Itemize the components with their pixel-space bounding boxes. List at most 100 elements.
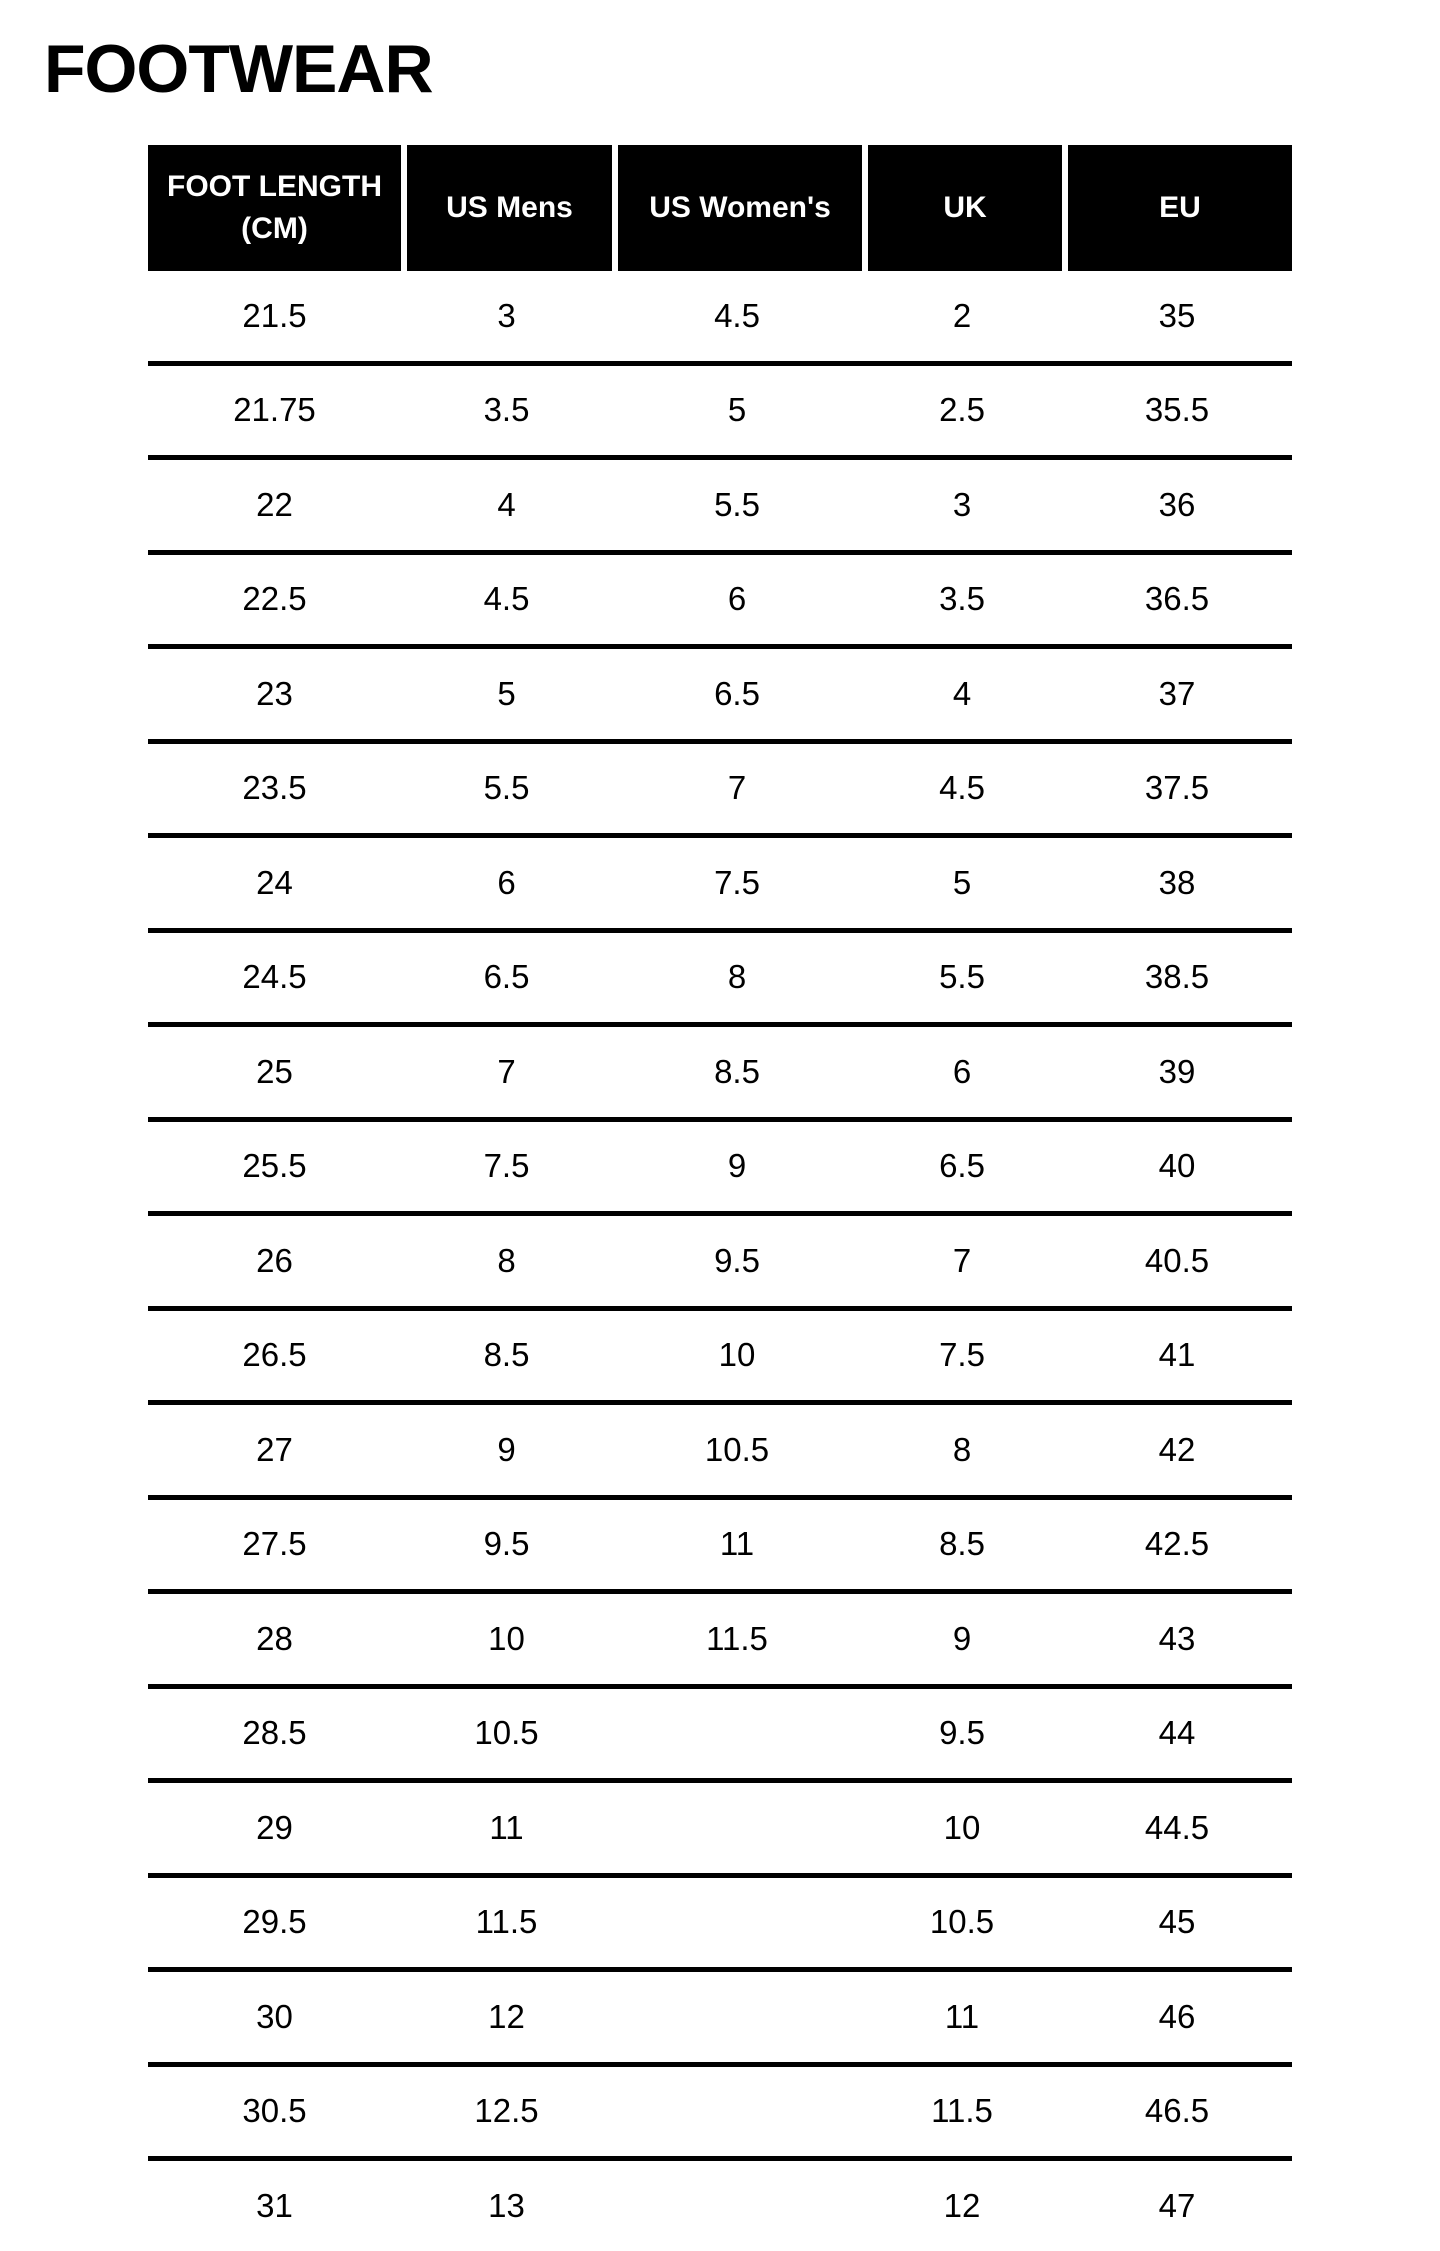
table-cell-uk: 8 bbox=[952, 1430, 972, 1468]
table-cell-uk: 6 bbox=[952, 1052, 972, 1090]
table-row: 22 4 5.5 3 36 bbox=[148, 460, 1292, 555]
table-cell-eu: 40 bbox=[1158, 1147, 1196, 1185]
table-cell-us-mens: 11.5 bbox=[475, 1903, 538, 1941]
table-cell-uk: 8.5 bbox=[939, 1525, 985, 1563]
table-cell-foot-length: 26.5 bbox=[242, 1336, 307, 1374]
table-cell-us-mens: 5.5 bbox=[483, 769, 530, 807]
table-row: 31 13 12 47 bbox=[148, 2161, 1292, 2251]
table-cell-foot-length: 26 bbox=[256, 1241, 293, 1279]
table-row: 27 9 10.5 8 42 bbox=[148, 1405, 1292, 1500]
table-cell-uk: 9 bbox=[952, 1619, 972, 1657]
column-header-eu: EU bbox=[1062, 145, 1292, 271]
table-row: 28 10 11.5 9 43 bbox=[148, 1594, 1292, 1689]
table-cell-uk: 11.5 bbox=[931, 2092, 993, 2130]
table-cell-us-womens: 10 bbox=[718, 1336, 756, 1374]
table-cell-eu: 41 bbox=[1158, 1336, 1196, 1374]
table-cell-us-mens: 11 bbox=[489, 1808, 524, 1846]
table-cell-us-mens: 10 bbox=[488, 1619, 525, 1657]
table-cell-eu: 35 bbox=[1158, 296, 1196, 334]
table-cell-uk: 3.5 bbox=[939, 580, 985, 618]
table-cell-eu: 46 bbox=[1158, 1997, 1196, 2035]
table-cell-us-mens: 7.5 bbox=[483, 1147, 530, 1185]
table-cell-us-womens bbox=[612, 1783, 862, 1873]
table-cell-us-mens: 6.5 bbox=[483, 958, 530, 996]
table-cell-us-womens: 11.5 bbox=[706, 1619, 768, 1657]
table-cell-eu: 44.5 bbox=[1144, 1808, 1210, 1846]
table-cell-uk: 10.5 bbox=[929, 1903, 995, 1941]
table-cell-foot-length: 24 bbox=[256, 863, 293, 901]
table-cell-eu: 36.5 bbox=[1144, 580, 1210, 618]
table-cell-uk: 7.5 bbox=[939, 1336, 985, 1374]
table-cell-us-mens: 4.5 bbox=[483, 580, 530, 618]
table-cell-uk: 6.5 bbox=[939, 1147, 985, 1185]
table-cell-us-mens: 7 bbox=[497, 1052, 516, 1090]
table-cell-eu: 46.5 bbox=[1144, 2092, 1210, 2130]
table-cell-us-mens: 3.5 bbox=[483, 391, 530, 429]
table-cell-us-mens: 6 bbox=[497, 863, 516, 901]
table-cell-foot-length: 30 bbox=[256, 1997, 293, 2035]
table-row: 30.5 12.5 11.5 46.5 bbox=[148, 2067, 1292, 2161]
table-row: 26 8 9.5 7 40.5 bbox=[148, 1216, 1292, 1311]
table-cell-eu: 39 bbox=[1158, 1052, 1196, 1090]
table-row: 29 11 10 44.5 bbox=[148, 1783, 1292, 1878]
table-cell-uk: 2 bbox=[952, 296, 972, 334]
table-row: 24.5 6.5 8 5.5 38.5 bbox=[148, 933, 1292, 1027]
table-cell-uk: 3 bbox=[952, 485, 972, 523]
table-cell-foot-length: 22 bbox=[256, 485, 293, 523]
table-cell-uk: 11 bbox=[944, 1997, 980, 2035]
table-cell-us-womens: 7.5 bbox=[714, 863, 760, 901]
table-cell-us-womens: 6 bbox=[727, 580, 747, 618]
table-cell-eu: 42 bbox=[1158, 1430, 1196, 1468]
table-cell-us-womens: 8.5 bbox=[714, 1052, 760, 1090]
table-cell-us-mens: 3 bbox=[497, 296, 516, 334]
table-row: 27.5 9.5 11 8.5 42.5 bbox=[148, 1500, 1292, 1594]
table-cell-us-womens bbox=[612, 1972, 862, 2062]
table-row: 30 12 11 46 bbox=[148, 1972, 1292, 2067]
table-cell-us-womens bbox=[612, 2161, 862, 2251]
table-cell-eu: 45 bbox=[1158, 1903, 1196, 1941]
table-body: 21.5 3 4.5 2 35 21.75 3.5 5 2.5 35.5 22 … bbox=[148, 271, 1292, 2251]
table-row: 21.75 3.5 5 2.5 35.5 bbox=[148, 366, 1292, 460]
table-row: 24 6 7.5 5 38 bbox=[148, 838, 1292, 933]
table-cell-us-womens: 7 bbox=[727, 769, 747, 807]
table-row: 22.5 4.5 6 3.5 36.5 bbox=[148, 555, 1292, 649]
table-cell-uk: 9.5 bbox=[939, 1714, 985, 1752]
column-header-us-mens: US Mens bbox=[401, 145, 612, 271]
table-cell-foot-length: 28 bbox=[256, 1619, 293, 1657]
table-cell-us-mens: 8.5 bbox=[483, 1336, 530, 1374]
table-cell-foot-length: 21.75 bbox=[233, 391, 316, 429]
table-cell-us-womens: 11 bbox=[719, 1525, 755, 1563]
table-cell-us-womens bbox=[612, 2067, 862, 2157]
table-cell-foot-length: 31 bbox=[256, 2186, 293, 2224]
page-title: FOOTWEAR bbox=[44, 31, 434, 107]
table-cell-uk: 5.5 bbox=[939, 958, 985, 996]
table-cell-foot-length: 23.5 bbox=[242, 769, 307, 807]
size-chart-table: FOOT LENGTH (CM) US Mens US Women's UK E… bbox=[148, 145, 1292, 2251]
table-cell-eu: 47 bbox=[1158, 2186, 1196, 2224]
table-row: 29.5 11.5 10.5 45 bbox=[148, 1878, 1292, 1972]
table-cell-us-mens: 5 bbox=[497, 674, 516, 712]
table-cell-uk: 5 bbox=[952, 863, 972, 901]
table-row: 21.5 3 4.5 2 35 bbox=[148, 271, 1292, 366]
table-cell-foot-length: 29 bbox=[256, 1808, 293, 1846]
table-cell-us-womens bbox=[612, 1878, 862, 1968]
table-cell-uk: 2.5 bbox=[939, 391, 985, 429]
table-cell-foot-length: 23 bbox=[256, 674, 293, 712]
table-cell-foot-length: 29.5 bbox=[242, 1903, 307, 1941]
table-row: 28.5 10.5 9.5 44 bbox=[148, 1689, 1292, 1783]
table-cell-foot-length: 25 bbox=[256, 1052, 293, 1090]
table-cell-eu: 38 bbox=[1158, 863, 1196, 901]
table-cell-foot-length: 30.5 bbox=[242, 2092, 307, 2130]
table-cell-uk: 12 bbox=[943, 2186, 981, 2224]
table-row: 23 5 6.5 4 37 bbox=[148, 649, 1292, 744]
table-cell-uk: 7 bbox=[952, 1241, 972, 1279]
column-header-uk: UK bbox=[862, 145, 1062, 271]
table-cell-us-womens: 5.5 bbox=[714, 485, 760, 523]
table-cell-uk: 4.5 bbox=[939, 769, 985, 807]
table-cell-us-mens: 9 bbox=[497, 1430, 516, 1468]
table-cell-us-womens: 6.5 bbox=[714, 674, 760, 712]
column-header-foot-length-cm: FOOT LENGTH (CM) bbox=[167, 170, 382, 245]
table-cell-foot-length: 27 bbox=[256, 1430, 293, 1468]
table-cell-eu: 42.5 bbox=[1144, 1525, 1210, 1563]
table-cell-eu: 44 bbox=[1158, 1714, 1196, 1752]
